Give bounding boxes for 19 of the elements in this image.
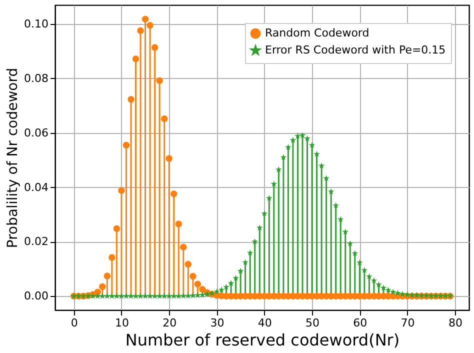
y-tick-label: 0.04 [24, 180, 48, 194]
y-tick-label: 0.08 [24, 72, 48, 85]
x-tick-label: 0 [70, 316, 78, 330]
x-tick-label: 70 [400, 316, 415, 330]
legend-label: Error RS Codeword with Pe=0.15 [265, 44, 446, 56]
x-tick-label: 30 [210, 316, 224, 330]
x-tick-label: 80 [448, 316, 462, 330]
legend-label: Random Codeword [265, 26, 370, 40]
y-tick-label: 0.00 [24, 290, 48, 303]
x-tick-label: 10 [114, 316, 129, 330]
x-tick-label: 20 [162, 316, 177, 330]
x-tick-label: 40 [258, 316, 272, 330]
y-axis-title: Probalility of Nr codeword [5, 68, 22, 248]
x-tick-label: 60 [353, 316, 368, 330]
x-axis-title: Number of reserved codeword(Nr) [125, 330, 400, 350]
y-tick-label: 0.10 [24, 18, 48, 31]
x-tick-label: 50 [306, 316, 320, 330]
y-tick-label: 0.02 [24, 235, 48, 248]
y-tick-label: 0.06 [24, 126, 48, 140]
